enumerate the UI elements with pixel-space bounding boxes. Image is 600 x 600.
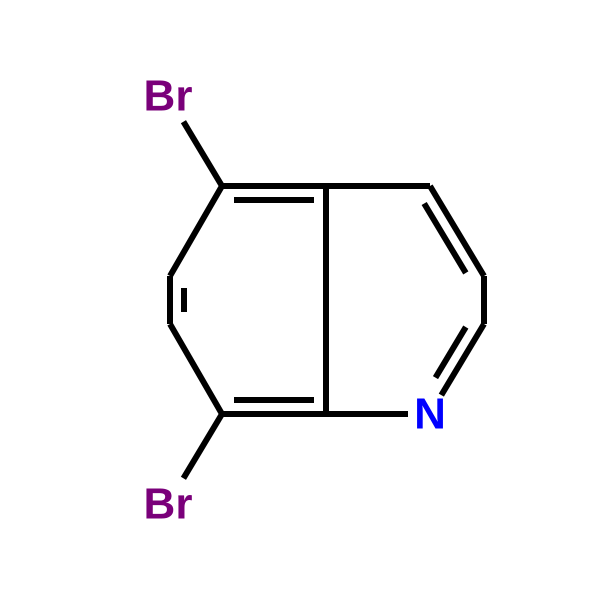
bond <box>435 327 465 378</box>
bond <box>183 414 222 478</box>
bond <box>183 122 222 186</box>
bromine-label: Br <box>144 72 193 121</box>
bond <box>170 186 222 276</box>
bond <box>170 324 222 414</box>
nitrogen-label: N <box>414 390 446 439</box>
molecule-canvas: Br Br N <box>0 0 600 600</box>
bromine-label: Br <box>144 480 193 529</box>
